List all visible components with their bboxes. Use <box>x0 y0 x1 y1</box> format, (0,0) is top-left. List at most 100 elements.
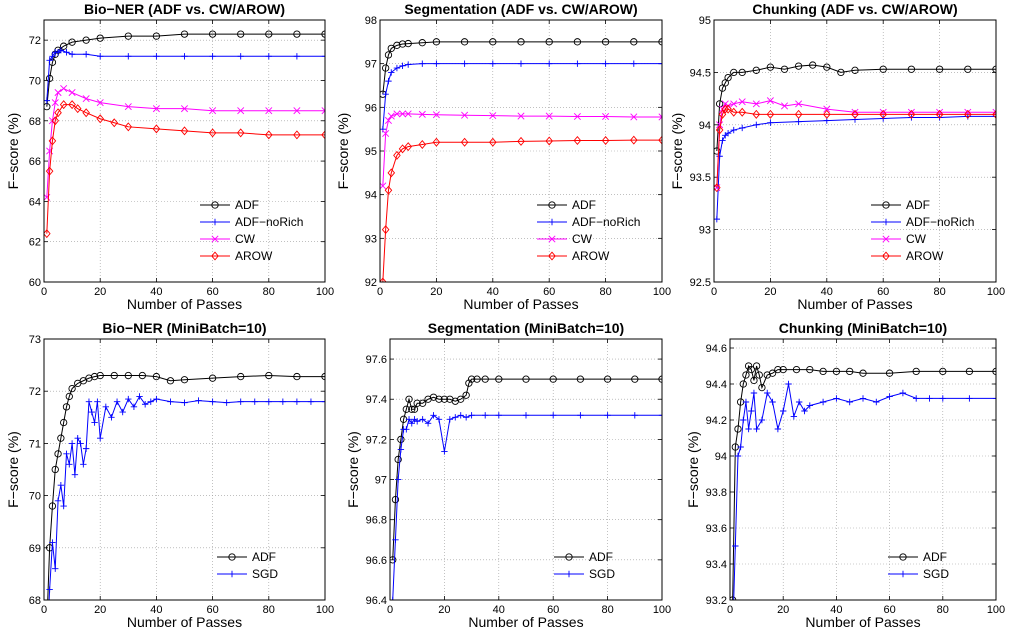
y-tick-label: 92.5 <box>690 277 711 289</box>
data-point <box>180 126 189 136</box>
y-tick-label: 94.4 <box>706 379 727 391</box>
x-tick-label: 60 <box>547 604 559 616</box>
data-point <box>738 68 746 77</box>
data-point <box>714 183 721 193</box>
y-tick-label: 92 <box>365 277 377 289</box>
data-point <box>82 445 90 452</box>
y-tick-label: 96.8 <box>366 515 387 527</box>
data-point <box>57 434 65 442</box>
x-tick-label: 40 <box>150 286 162 298</box>
axes-frame <box>43 338 326 601</box>
data-point <box>60 85 68 93</box>
data-point <box>780 65 789 73</box>
data-point <box>68 100 76 110</box>
data-point <box>181 53 188 60</box>
data-point <box>730 68 738 77</box>
data-point <box>577 412 584 419</box>
data-point <box>405 395 413 403</box>
legend-label: ADF <box>589 550 613 564</box>
data-point <box>181 399 188 406</box>
data-point <box>381 225 390 235</box>
data-point <box>62 403 71 411</box>
axes-frame <box>43 19 326 283</box>
data-point <box>293 372 301 381</box>
data-point <box>399 62 406 70</box>
data-point <box>714 215 721 223</box>
data-point <box>237 107 245 115</box>
data-point <box>964 65 972 73</box>
y-tick-label: 96.6 <box>366 555 387 567</box>
data-point <box>108 414 115 421</box>
y-tick-label: 71 <box>29 438 41 450</box>
x-tick-label: 100 <box>316 604 334 616</box>
data-point <box>54 89 62 97</box>
data-point <box>390 556 397 564</box>
data-point <box>457 412 464 419</box>
data-point <box>435 395 443 403</box>
legend-marker <box>228 570 236 578</box>
y-tick-label: 66 <box>29 156 41 168</box>
data-point <box>52 565 59 572</box>
data-point <box>718 109 727 119</box>
legend-marker <box>548 218 556 226</box>
data-point <box>926 395 933 402</box>
data-point <box>110 371 118 380</box>
data-point <box>730 100 738 108</box>
data-point <box>794 109 803 119</box>
y-tick-label: 93 <box>365 233 377 245</box>
data-point <box>54 108 62 118</box>
data-point <box>380 277 387 282</box>
legend-marker <box>565 553 573 561</box>
y-tick-label: 62 <box>29 237 41 249</box>
x-tick-label: 40 <box>493 604 505 616</box>
data-point <box>714 147 721 155</box>
data-point <box>601 136 610 146</box>
data-point <box>939 395 946 402</box>
data-point <box>399 110 407 118</box>
data-point <box>393 41 401 49</box>
data-point <box>790 413 798 420</box>
data-point <box>462 414 470 421</box>
legend: ADF ADF−noRich CW AROW <box>200 198 303 263</box>
data-point <box>237 53 244 60</box>
data-point <box>495 375 503 383</box>
data-point <box>795 118 802 125</box>
x-tick-label: 80 <box>937 604 949 616</box>
data-point <box>393 150 401 160</box>
data-point <box>97 53 104 60</box>
data-point <box>46 586 53 593</box>
data-point <box>753 121 760 128</box>
data-point <box>237 398 244 405</box>
bio-ner-adf-panel: 0 20 40 60 80 100 60 62 64 66 68 70 72 Bio−NER (ADF v… <box>5 1 334 312</box>
y-tick-label: 60 <box>29 277 41 289</box>
data-point <box>602 60 609 67</box>
data-point <box>44 623 50 629</box>
data-point <box>293 53 301 60</box>
data-point <box>166 377 175 385</box>
y-tick-label: 93 <box>699 225 711 237</box>
y-tick-label: 70 <box>29 75 41 87</box>
data-point <box>794 62 803 70</box>
data-point <box>846 398 853 406</box>
x-tick-label: 0 <box>41 604 47 616</box>
data-point <box>418 39 426 47</box>
data-point <box>742 371 750 379</box>
data-point <box>402 405 410 413</box>
y-tick-label: 70 <box>29 491 41 503</box>
data-point <box>45 166 54 176</box>
data-point <box>167 398 174 405</box>
data-point <box>387 168 396 178</box>
data-point <box>180 30 189 38</box>
legend-label: ADF <box>906 198 930 212</box>
data-point <box>631 412 638 419</box>
data-point <box>223 399 230 406</box>
data-point <box>522 375 530 383</box>
y-axis-label: F−score (%) <box>335 113 351 190</box>
data-point <box>738 98 746 106</box>
data-point <box>180 376 189 384</box>
legend-marker <box>211 218 219 226</box>
data-point <box>785 380 792 388</box>
data-point <box>573 38 582 46</box>
data-point <box>96 371 104 380</box>
x-axis-label: Number of Passes <box>468 614 583 630</box>
